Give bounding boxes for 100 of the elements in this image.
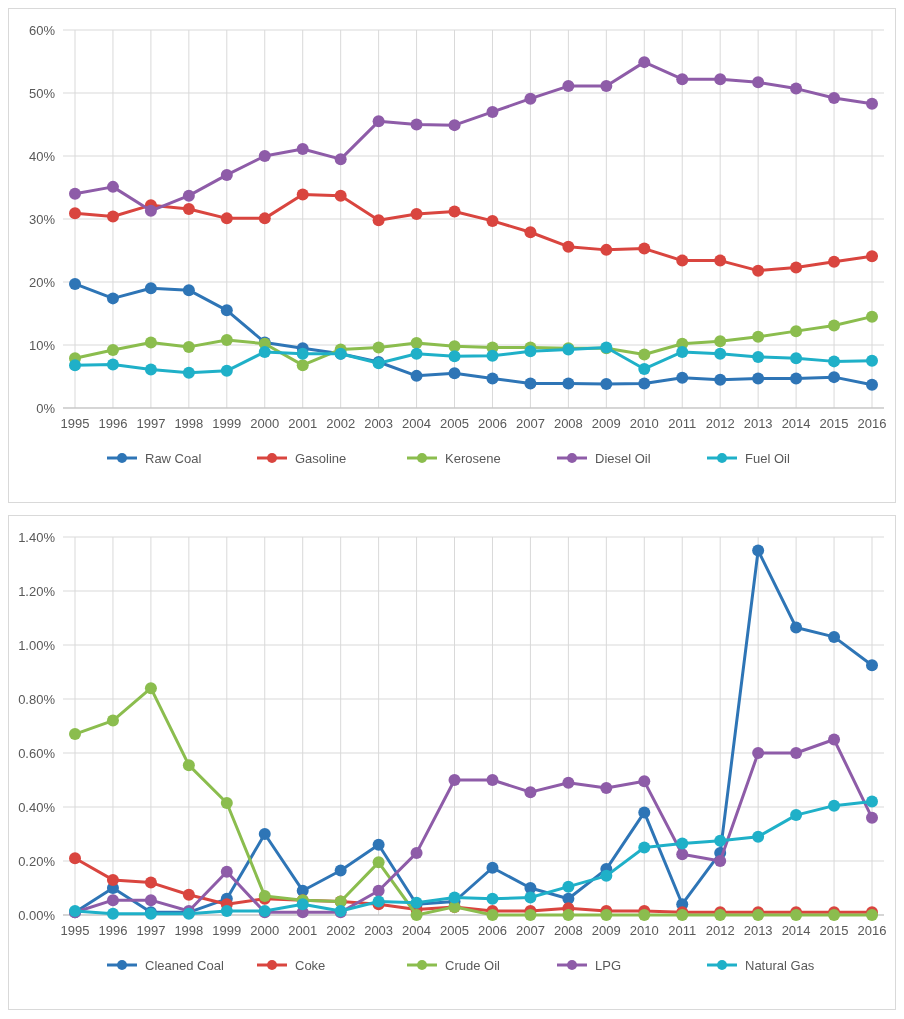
- x-tick-label: 1998: [174, 416, 204, 431]
- legend-label: Coke: [295, 957, 326, 973]
- x-tick-label: 1996: [98, 923, 128, 938]
- point: [752, 372, 765, 385]
- point: [562, 240, 575, 253]
- point: [182, 888, 195, 901]
- point: [448, 119, 461, 132]
- legend-label: Natural Gas: [745, 957, 815, 973]
- point: [790, 82, 803, 95]
- point: [676, 345, 689, 358]
- point: [296, 188, 309, 201]
- x-tick-label: 2003: [364, 923, 394, 938]
- point: [866, 811, 878, 824]
- y-tick-label: 30%: [28, 211, 56, 227]
- point: [752, 330, 765, 343]
- x-tick-label: 2000: [250, 923, 280, 938]
- legend-label: Gasoline: [295, 450, 347, 466]
- legend-label: LPG: [595, 957, 622, 973]
- point: [752, 747, 765, 759]
- x-tick-label: 2011: [668, 416, 697, 431]
- point: [334, 864, 347, 877]
- x-tick-label: 2014: [781, 416, 811, 431]
- point: [106, 894, 119, 907]
- point: [828, 319, 841, 332]
- point: [790, 352, 803, 365]
- point: [106, 344, 119, 357]
- point: [828, 92, 841, 105]
- point: [676, 371, 689, 384]
- x-tick-label: 2012: [705, 416, 735, 431]
- point: [486, 774, 499, 786]
- x-tick-label: 2015: [819, 923, 849, 938]
- x-tick-label: 2001: [288, 923, 318, 938]
- x-tick-label: 2016: [857, 416, 887, 431]
- y-tick-label: 1.00%: [18, 637, 56, 653]
- point: [220, 304, 233, 317]
- point: [600, 782, 613, 795]
- legend-label: Cleaned Coal: [145, 957, 224, 973]
- point: [714, 373, 727, 386]
- point: [524, 786, 537, 799]
- point: [182, 189, 195, 202]
- point: [372, 341, 385, 354]
- x-tick-label: 2001: [288, 416, 318, 431]
- point: [714, 335, 727, 348]
- point: [296, 143, 309, 156]
- x-tick-label: 2003: [364, 416, 394, 431]
- point: [676, 73, 689, 86]
- point: [106, 873, 119, 886]
- x-tick-label: 2015: [819, 416, 849, 431]
- y-tick-label: 0.60%: [18, 745, 56, 761]
- point: [106, 907, 119, 920]
- point: [220, 904, 233, 917]
- y-tick-label: 1.20%: [18, 583, 56, 599]
- point: [790, 621, 803, 634]
- point: [638, 909, 651, 921]
- y-tick-label: 40%: [28, 148, 56, 164]
- point: [296, 359, 309, 372]
- point: [676, 254, 689, 267]
- point: [448, 340, 461, 353]
- point: [828, 733, 841, 746]
- point: [866, 354, 878, 367]
- point: [144, 336, 157, 349]
- point: [562, 377, 575, 390]
- point: [69, 277, 81, 290]
- legend-label: Diesel Oil: [595, 450, 651, 466]
- point: [600, 909, 613, 921]
- x-tick-label: 2007: [515, 923, 545, 938]
- point: [220, 865, 233, 878]
- legend-label: Fuel Oil: [745, 450, 790, 466]
- point: [828, 255, 841, 268]
- x-tick-label: 1999: [212, 416, 242, 431]
- y-tick-label: 10%: [28, 337, 56, 353]
- point: [448, 774, 461, 786]
- x-tick-label: 2013: [743, 923, 773, 938]
- point: [448, 205, 461, 218]
- point: [524, 377, 537, 390]
- y-tick-label: 0%: [36, 400, 56, 416]
- x-tick-label: 1996: [98, 416, 128, 431]
- point: [562, 80, 575, 93]
- point: [828, 355, 841, 368]
- x-tick-label: 2005: [440, 923, 469, 938]
- x-tick-label: 1999: [212, 923, 242, 938]
- point: [790, 809, 803, 822]
- point: [790, 325, 803, 338]
- point: [714, 254, 727, 267]
- point: [106, 210, 119, 223]
- point: [372, 856, 385, 869]
- point: [372, 838, 385, 851]
- point: [258, 150, 271, 162]
- point: [866, 659, 878, 672]
- legend-label: Kerosene: [445, 450, 501, 466]
- point: [182, 759, 195, 772]
- point: [410, 207, 423, 220]
- legend-label: Crude Oil: [445, 957, 501, 973]
- point: [144, 282, 157, 295]
- x-tick-label: 2010: [629, 416, 659, 431]
- y-tick-label: 50%: [28, 85, 56, 101]
- point: [638, 242, 651, 255]
- point: [144, 682, 157, 695]
- x-tick-label: 2009: [591, 416, 621, 431]
- point: [866, 310, 878, 323]
